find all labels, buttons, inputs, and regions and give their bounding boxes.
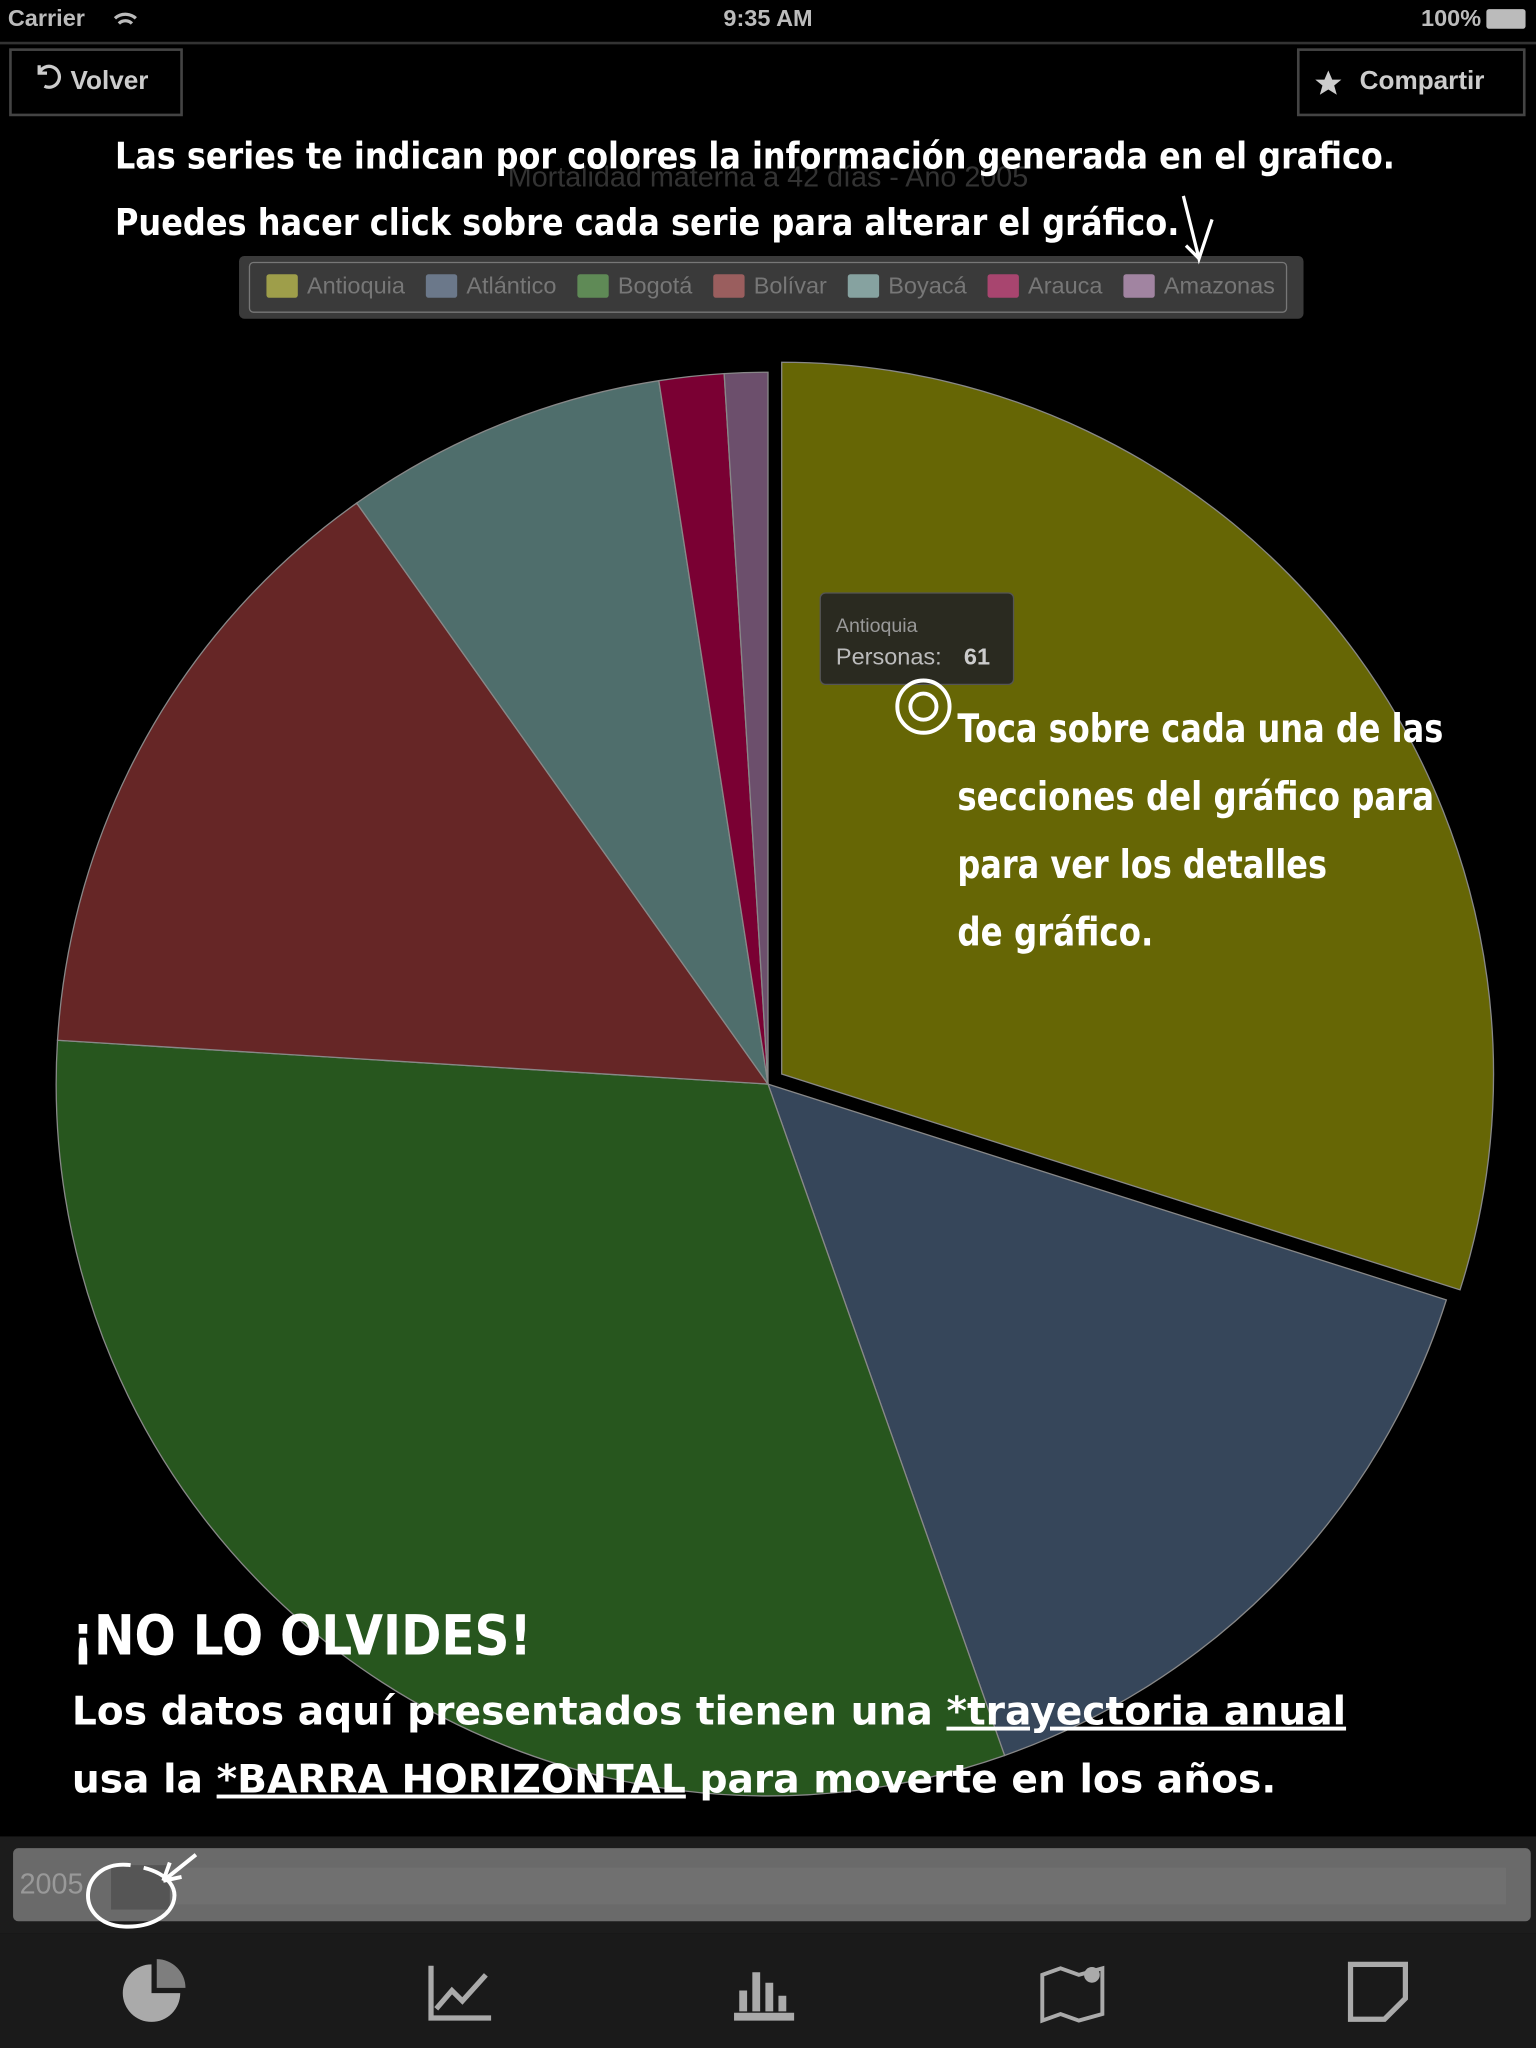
icon: [428, 1965, 492, 2021]
button-frame: [9, 48, 183, 117]
legend-label: Antioquia: [307, 273, 406, 299]
annotation: de gráfico.: [957, 911, 1153, 956]
legend-item[interactable]: Boyacá: [847, 273, 968, 299]
legend-item[interactable]: Arauca: [987, 273, 1104, 299]
wifi-icon: [113, 12, 137, 25]
legend-label: Bolívar: [754, 273, 827, 299]
legend-label: Amazonas: [1164, 273, 1275, 299]
tooltip: Antioquia Personas: 61: [819, 592, 1015, 686]
reminder-title: ¡NO LO OLVIDES!: [72, 1603, 532, 1667]
icon: [734, 1972, 795, 2021]
legend-box: [239, 256, 1304, 319]
ring: [908, 691, 939, 722]
reminder-line: Los datos aquí presentados tienen una *t…: [72, 1689, 1346, 1734]
icon: [1347, 1961, 1408, 2022]
legend-label: Bogotá: [618, 273, 693, 299]
reminder-line: usa la *BARRA HORIZONTAL para moverte en…: [72, 1757, 1276, 1802]
legend-swatch: [266, 274, 298, 298]
share-button[interactable]: Compartir: [1296, 48, 1526, 117]
pie-slice[interactable]: [55, 1039, 1006, 1797]
arrow: [1181, 195, 1214, 265]
clock: 9:35 AM: [723, 5, 812, 31]
annotation: secciones del gráfico para: [957, 775, 1434, 820]
pie-slice[interactable]: [355, 379, 769, 1085]
pie-slice[interactable]: [56, 502, 770, 1085]
tap-icon: [895, 678, 952, 735]
legend: Antioquia Atlántico Bogotá Bolívar Boyacá Ara…: [266, 273, 1275, 299]
pie-slice[interactable]: [723, 371, 769, 1085]
legend-label: Atlántico: [466, 273, 556, 299]
back-icon: [37, 64, 62, 89]
tooltip-value: 61: [964, 643, 990, 669]
year-slider[interactable]: 2005: [13, 1848, 1531, 1922]
carrier: Carrier: [8, 5, 85, 31]
legend-label: Boyacá: [888, 273, 967, 299]
legend-swatch: [987, 274, 1019, 298]
pie-slice[interactable]: [766, 1083, 1448, 1757]
battery-icon: [1486, 9, 1526, 29]
back-label: Volver: [71, 65, 149, 95]
share-label: Compartir: [1360, 65, 1485, 95]
annotation: Puedes hacer click sobre cada serie para…: [115, 201, 1179, 244]
text-emphasis: *trayectoria anual: [946, 1689, 1346, 1734]
tab-icons: [122, 1959, 1408, 2024]
text-part: usa la: [72, 1757, 217, 1802]
tooltip-category: Antioquia: [836, 615, 918, 637]
legend-swatch: [713, 274, 745, 298]
tab-map[interactable]: [1040, 1965, 1105, 2024]
legend-item[interactable]: Amazonas: [1123, 273, 1275, 299]
legend-swatch: [425, 274, 458, 298]
star-icon: [1315, 70, 1342, 95]
text-emphasis: *BARRA HORIZONTAL: [217, 1757, 686, 1802]
icon: [156, 1959, 186, 1988]
tab-bar-chart[interactable]: [734, 1972, 795, 2021]
slider-thumb: [111, 1865, 170, 1910]
legend-swatch: [1123, 274, 1155, 298]
slider-rail: [111, 1867, 1506, 1905]
icon: [122, 1964, 181, 2022]
legend-item[interactable]: Antioquia: [266, 273, 406, 299]
tooltip-label: Personas:: [836, 643, 942, 669]
ring: [895, 678, 952, 735]
text-part: Los datos aquí presentados tienen una: [72, 1689, 947, 1734]
tab-pie[interactable]: [122, 1959, 186, 2022]
battery-text: 100%: [1421, 5, 1481, 31]
legend-label: Arauca: [1028, 273, 1103, 299]
legend-item[interactable]: Atlántico: [425, 273, 557, 299]
icon: [1084, 1967, 1100, 1983]
chart-title: Mortalidad materna a 42 días - Año 2005: [508, 162, 1028, 194]
back-button[interactable]: Volver: [9, 48, 183, 117]
tab-note[interactable]: [1347, 1961, 1408, 2022]
legend-item[interactable]: Bogotá: [577, 273, 693, 299]
slider-year: 2005: [20, 1869, 84, 1901]
hand-arrow: [86, 1853, 198, 1929]
annotation: para ver los detalles: [957, 843, 1327, 888]
text-part: para moverte en los años.: [686, 1757, 1276, 1802]
legend-frame: [248, 261, 1288, 313]
annotation: Las series te indican por colores la inf…: [115, 135, 1395, 178]
tooltip-box: [819, 592, 1015, 686]
legend-item[interactable]: Bolívar: [713, 273, 827, 299]
legend-swatch: [577, 274, 609, 298]
tab-line[interactable]: [428, 1965, 492, 2021]
annotation: Toca sobre cada una de las: [957, 707, 1443, 752]
legend-swatch: [847, 274, 880, 298]
icon: [1040, 1965, 1105, 2024]
